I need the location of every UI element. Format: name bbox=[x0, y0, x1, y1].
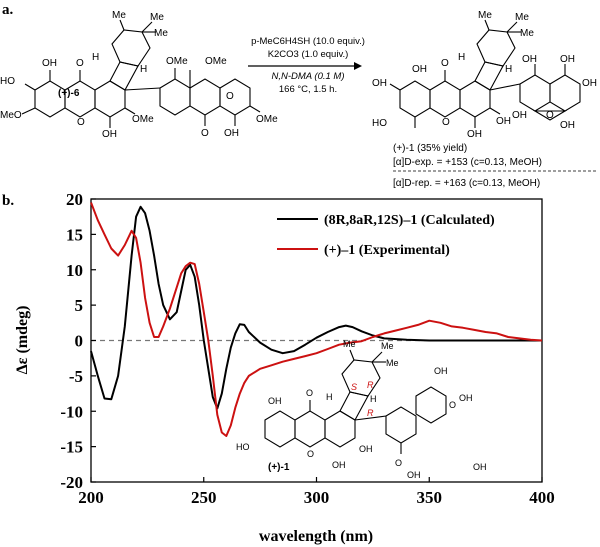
y-tick-label: -5 bbox=[69, 367, 83, 386]
svg-text:Me: Me bbox=[520, 28, 534, 39]
reactant-id: (+)-6 bbox=[58, 88, 80, 99]
svg-text:OH: OH bbox=[512, 110, 527, 121]
legend-label-calculated: (8R,8aR,12S)–1 (Calculated) bbox=[324, 213, 495, 228]
svg-text:OH: OH bbox=[459, 393, 473, 403]
legend-label-experimental: (+)–1 (Experimental) bbox=[324, 243, 450, 258]
svg-text:Me: Me bbox=[150, 12, 164, 23]
x-tick-label: 300 bbox=[304, 488, 330, 507]
inset-compound-id: (+)-1 bbox=[268, 462, 290, 473]
svg-text:R: R bbox=[367, 408, 374, 418]
y-axis-title: Δε (mdeg) bbox=[14, 306, 31, 375]
svg-text:O: O bbox=[76, 58, 84, 69]
svg-text:O: O bbox=[546, 110, 554, 121]
series-line-experimental bbox=[90, 202, 543, 437]
y-tick-label: -10 bbox=[60, 402, 83, 421]
svg-text:O: O bbox=[395, 458, 402, 468]
svg-text:OH: OH bbox=[102, 129, 117, 140]
svg-text:OH: OH bbox=[359, 444, 373, 454]
reaction-arrowhead bbox=[354, 62, 362, 70]
svg-text:OH: OH bbox=[407, 470, 421, 480]
svg-text:OH: OH bbox=[412, 64, 427, 75]
inset-atom-labels: OH O HO O OH OH Me Me Me H H OH OH O OH … bbox=[236, 339, 487, 480]
reagent-line-1: p-MeC6H4SH (10.0 equiv.) bbox=[251, 36, 365, 47]
svg-text:O: O bbox=[77, 117, 85, 128]
panel-b-label: b. bbox=[2, 193, 14, 209]
series-line-calculated bbox=[90, 205, 542, 410]
svg-text:H: H bbox=[92, 52, 99, 63]
panel-a-label: a. bbox=[2, 2, 14, 18]
x-tick-label: 400 bbox=[529, 488, 555, 507]
condition-line-2: 166 °C, 1.5 h. bbox=[279, 84, 337, 95]
x-tick-label: 250 bbox=[191, 488, 217, 507]
product-atom-labels: OH OH O HO O OH OH Me Me Me H H OH OH OH… bbox=[372, 10, 597, 140]
svg-text:OH: OH bbox=[522, 54, 537, 65]
svg-text:OH: OH bbox=[372, 78, 387, 89]
svg-text:O: O bbox=[442, 117, 450, 128]
x-axis-ticks: 200 250 300 350 400 bbox=[78, 477, 555, 507]
svg-text:Me: Me bbox=[515, 12, 529, 23]
svg-text:O: O bbox=[306, 388, 313, 398]
svg-text:O: O bbox=[307, 449, 314, 459]
svg-text:HO: HO bbox=[0, 76, 15, 87]
y-tick-label: -20 bbox=[60, 473, 83, 492]
x-tick-label: 350 bbox=[417, 488, 443, 507]
y-axis-ticks: -20 -15 -10 -5 0 5 10 15 20 bbox=[60, 190, 96, 492]
svg-text:Me: Me bbox=[381, 341, 394, 351]
svg-text:O: O bbox=[226, 91, 234, 102]
rotation-experimental: [α]D-exp. = +153 (c=0.13, MeOH) bbox=[393, 157, 542, 168]
svg-text:OH: OH bbox=[496, 116, 511, 127]
svg-text:HO: HO bbox=[236, 442, 250, 452]
y-tick-label: -15 bbox=[60, 438, 83, 457]
svg-text:OH: OH bbox=[467, 129, 482, 140]
svg-text:Me: Me bbox=[343, 339, 356, 349]
svg-text:H: H bbox=[505, 64, 512, 75]
svg-text:OH: OH bbox=[332, 460, 346, 470]
reactant-structure bbox=[21, 19, 261, 128]
inset-structure bbox=[264, 349, 447, 454]
reagent-line-2: K2CO3 (1.0 equiv.) bbox=[268, 49, 349, 60]
svg-text:OMe: OMe bbox=[256, 114, 278, 125]
svg-text:Me: Me bbox=[154, 28, 168, 39]
svg-text:OH: OH bbox=[582, 78, 597, 89]
svg-text:OH: OH bbox=[224, 128, 239, 139]
product-structure bbox=[389, 19, 581, 128]
svg-text:O: O bbox=[441, 58, 449, 69]
svg-text:Me: Me bbox=[386, 358, 399, 368]
svg-text:OH: OH bbox=[434, 366, 448, 376]
legend: (8R,8aR,12S)–1 (Calculated) (+)–1 (Exper… bbox=[277, 213, 495, 258]
svg-text:H: H bbox=[370, 394, 377, 404]
svg-text:H: H bbox=[458, 52, 465, 63]
y-tick-label: 15 bbox=[66, 225, 83, 244]
svg-text:MeO: MeO bbox=[0, 110, 22, 121]
condition-line-1: N,N-DMA (0.1 M) bbox=[271, 71, 344, 82]
y-tick-label: 10 bbox=[66, 261, 83, 280]
svg-text:OH: OH bbox=[268, 396, 282, 406]
y-tick-label: 20 bbox=[66, 190, 83, 209]
x-axis-title: wavelength (nm) bbox=[259, 528, 373, 545]
svg-text:OMe: OMe bbox=[205, 56, 227, 67]
x-tick-label: 200 bbox=[78, 488, 104, 507]
svg-text:O: O bbox=[201, 128, 209, 139]
series-layer bbox=[90, 202, 543, 437]
svg-text:OH: OH bbox=[560, 120, 575, 131]
svg-text:OMe: OMe bbox=[132, 114, 154, 125]
reactant-atom-labels: HO MeO OH O O OH OMe Me Me Me H H OMe OM… bbox=[0, 10, 278, 140]
svg-text:Me: Me bbox=[478, 10, 492, 21]
svg-text:O: O bbox=[449, 400, 456, 410]
svg-text:S: S bbox=[351, 382, 357, 392]
y-tick-label: 5 bbox=[75, 296, 84, 315]
svg-text:HO: HO bbox=[372, 118, 387, 129]
svg-text:OMe: OMe bbox=[166, 56, 188, 67]
svg-text:H: H bbox=[326, 392, 333, 402]
svg-text:Me: Me bbox=[112, 10, 126, 21]
svg-text:OH: OH bbox=[473, 462, 487, 472]
svg-text:OH: OH bbox=[42, 58, 57, 69]
product-result: (+)-1 (35% yield) bbox=[393, 143, 467, 154]
rotation-reported: [α]D-rep. = +163 (c=0.13, MeOH) bbox=[393, 178, 540, 189]
svg-text:H: H bbox=[140, 64, 147, 75]
y-tick-label: 0 bbox=[75, 332, 84, 351]
svg-text:OH: OH bbox=[560, 54, 575, 65]
svg-text:R: R bbox=[367, 380, 374, 390]
